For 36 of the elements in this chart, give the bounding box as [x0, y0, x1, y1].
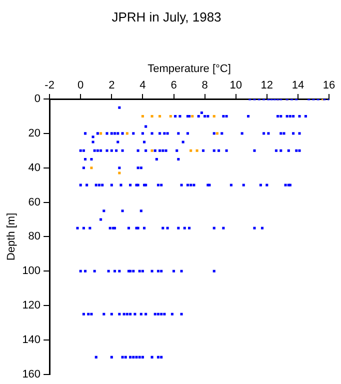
point: [216, 132, 218, 135]
x-tick-label: 2: [108, 79, 115, 92]
x-tick-label: 16: [322, 79, 336, 92]
y-tick-label: 60: [28, 196, 41, 208]
point: [118, 172, 121, 174]
y-tick-label: 80: [28, 230, 41, 243]
point: [150, 149, 154, 152]
point: [126, 132, 128, 135]
x-tick-label: 4: [140, 79, 146, 92]
x-tick-label: 0: [78, 79, 84, 92]
y-tick-label: 120: [22, 300, 41, 312]
chart-title: JPRH in July, 1983: [112, 9, 222, 24]
point: [100, 132, 102, 135]
y-axis-title: Depth [m]: [6, 212, 18, 261]
point: [191, 114, 194, 118]
point: [190, 149, 192, 152]
x-tick-label: 8: [202, 79, 208, 92]
y-tick-label: 140: [22, 334, 41, 346]
y-tick-label: 40: [28, 162, 41, 174]
point: [212, 114, 216, 118]
y-tick-label: 100: [22, 265, 41, 278]
point: [141, 114, 144, 118]
y-tick-label: 160: [22, 368, 41, 380]
x-tick-label: 6: [170, 79, 177, 92]
y-tick-label: 20: [28, 127, 41, 140]
y-tick-label: 0: [34, 93, 41, 106]
point: [169, 114, 172, 118]
point: [150, 114, 154, 118]
point: [196, 149, 198, 152]
x-tick-label: -2: [44, 79, 54, 92]
point: [158, 114, 162, 118]
x-tick-label: 14: [292, 79, 304, 92]
x-tick-label: 12: [260, 79, 274, 92]
point: [90, 166, 93, 170]
x-axis-title: Temperature [°C]: [148, 63, 231, 76]
x-tick-label: 10: [230, 79, 242, 92]
